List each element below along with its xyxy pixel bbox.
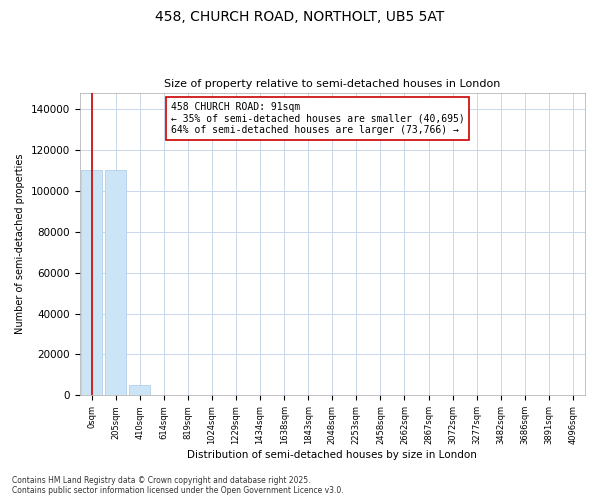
Bar: [130, 385, 150, 396]
Text: 458, CHURCH ROAD, NORTHOLT, UB5 5AT: 458, CHURCH ROAD, NORTHOLT, UB5 5AT: [155, 10, 445, 24]
Bar: [82, 170, 102, 396]
Y-axis label: Number of semi-detached properties: Number of semi-detached properties: [15, 154, 25, 334]
X-axis label: Distribution of semi-detached houses by size in London: Distribution of semi-detached houses by …: [187, 450, 477, 460]
Bar: [154, 394, 174, 396]
Text: Contains HM Land Registry data © Crown copyright and database right 2025.
Contai: Contains HM Land Registry data © Crown c…: [12, 476, 344, 495]
Title: Size of property relative to semi-detached houses in London: Size of property relative to semi-detach…: [164, 79, 500, 89]
Text: 458 CHURCH ROAD: 91sqm
← 35% of semi-detached houses are smaller (40,695)
64% of: 458 CHURCH ROAD: 91sqm ← 35% of semi-det…: [170, 102, 464, 135]
Bar: [106, 170, 126, 396]
